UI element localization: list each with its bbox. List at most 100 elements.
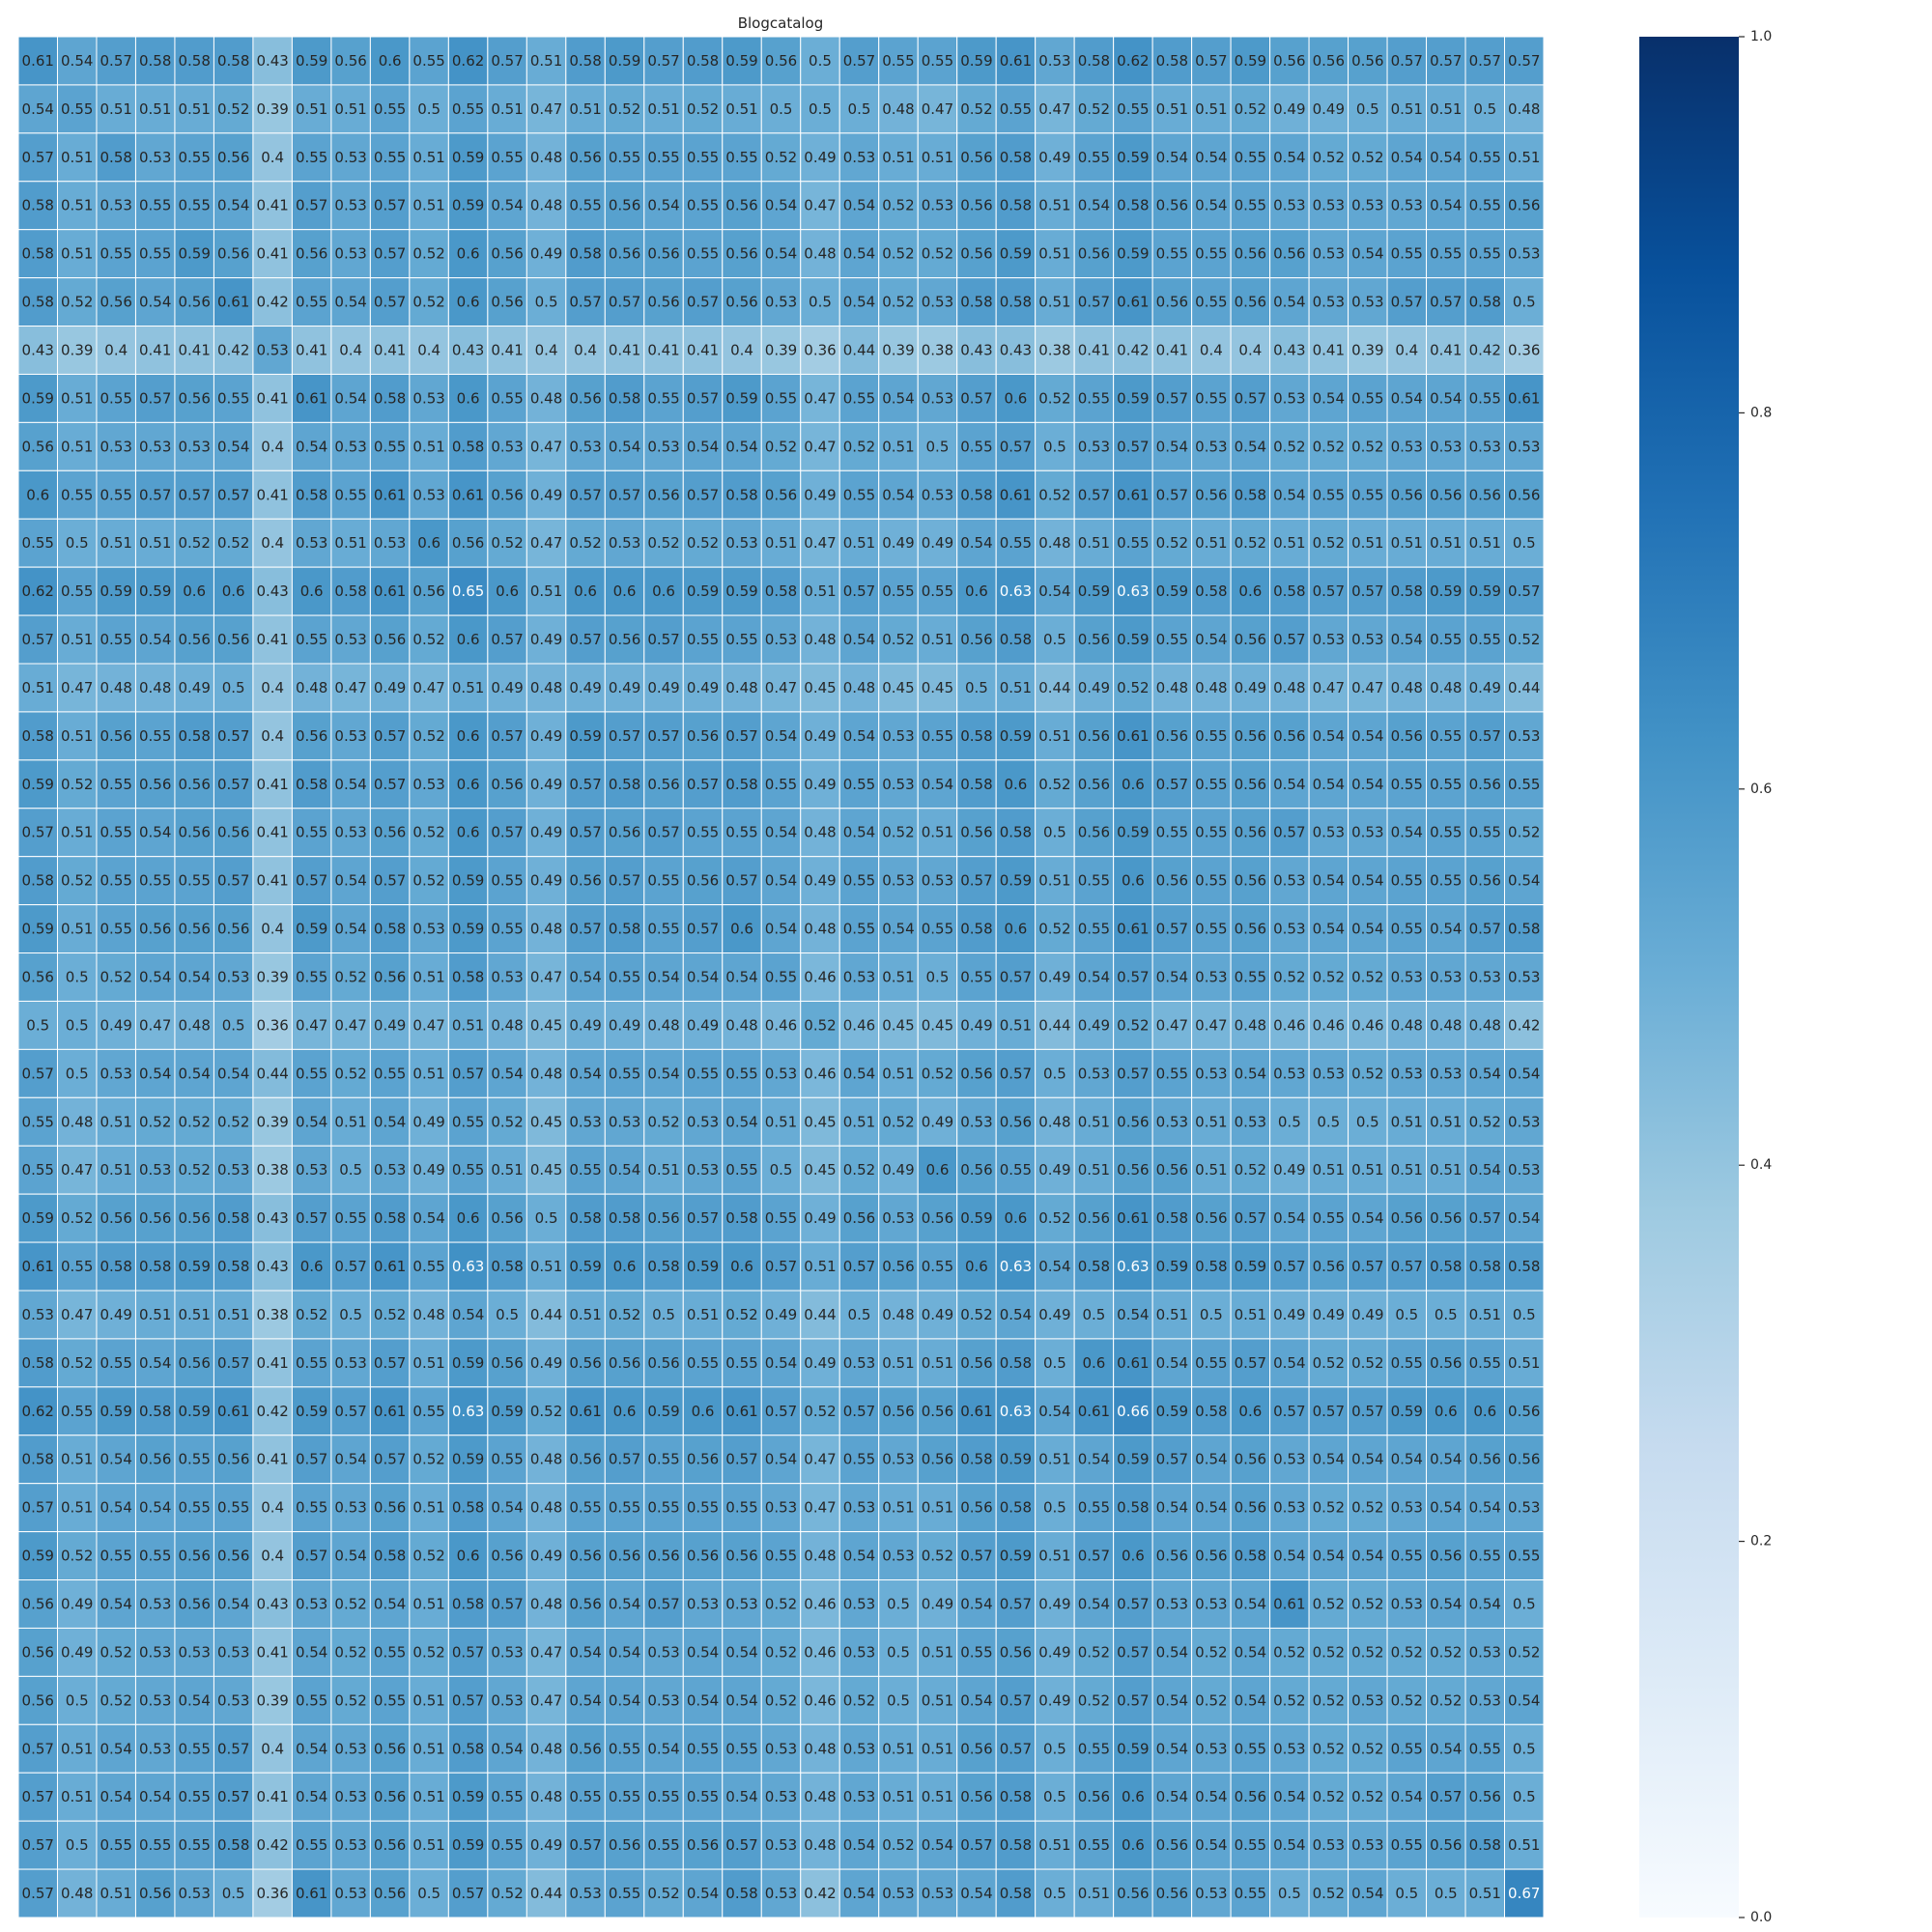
- cell-value-label: 0.53: [725, 1596, 757, 1613]
- cell-value-label: 0.6: [1473, 1403, 1496, 1420]
- cell-value-label: 0.61: [1117, 486, 1149, 503]
- cell-value-label: 0.54: [296, 1643, 327, 1661]
- cell-value-label: 0.59: [725, 582, 757, 600]
- cell-value-label: 0.56: [1430, 1548, 1462, 1565]
- cell-value-label: 0.51: [1195, 1161, 1227, 1179]
- cell-value-label: 0.54: [1430, 389, 1462, 407]
- cell-value-label: 0.6: [730, 1258, 753, 1275]
- heatmap-cell: [682, 326, 724, 375]
- cell-value-label: 0.47: [1038, 100, 1070, 118]
- heatmap-cell: [526, 566, 567, 616]
- cell-value-label: 0.55: [296, 1691, 327, 1709]
- cell-value-label: 0.6: [457, 294, 480, 311]
- cell-value-label: 0.59: [1469, 582, 1501, 600]
- cell-value-label: 0.57: [1351, 582, 1383, 600]
- cell-value-label: 0.49: [1273, 100, 1305, 118]
- cell-value-label: 0.57: [374, 245, 406, 263]
- cell-value-label: 0.55: [922, 1258, 953, 1275]
- cell-value-label: 0.59: [1000, 727, 1032, 745]
- cell-value-label: 0.5: [1082, 1306, 1105, 1323]
- cell-value-label: 0.5: [1043, 1740, 1066, 1757]
- cell-value-label: 0.57: [647, 631, 679, 648]
- cell-value-label: 0.56: [569, 872, 601, 890]
- cell-value-label: 0.58: [1195, 1403, 1227, 1420]
- heatmap-cell: [878, 373, 919, 423]
- cell-value-label: 0.53: [922, 389, 953, 407]
- cell-value-label: 0.57: [569, 921, 601, 938]
- cell-value-label: 0.53: [139, 1740, 171, 1757]
- cell-value-label: 0.57: [296, 197, 327, 214]
- cell-value-label: 0.56: [178, 1548, 210, 1565]
- cell-value-label: 0.53: [139, 1643, 171, 1661]
- cell-value-label: 0.46: [804, 1596, 836, 1613]
- cell-value-label: 0.6: [300, 1258, 324, 1275]
- cell-value-label: 0.43: [1000, 342, 1032, 359]
- cell-value-label: 0.59: [1000, 245, 1032, 263]
- cell-value-label: 0.53: [882, 776, 914, 793]
- heatmap-cell: [1386, 84, 1428, 134]
- cell-value-label: 0.57: [843, 52, 875, 70]
- heatmap-cell: [174, 469, 214, 520]
- heatmap-cell: [1035, 84, 1075, 134]
- heatmap-cell: [722, 132, 762, 183]
- cell-value-label: 0.56: [1273, 727, 1305, 745]
- cell-value-label: 0.52: [609, 1306, 640, 1323]
- cell-value-label: 0.53: [1508, 438, 1540, 455]
- cell-value-label: 0.51: [1273, 534, 1305, 552]
- cell-value-label: 0.48: [804, 245, 836, 263]
- cell-value-label: 0.57: [843, 582, 875, 600]
- cell-value-label: 0.56: [491, 486, 523, 503]
- cell-value-label: 0.56: [647, 776, 679, 793]
- cell-value-label: 0.53: [1391, 1499, 1423, 1517]
- cell-value-label: 0.59: [725, 389, 757, 407]
- heatmap-cell: [447, 229, 489, 279]
- cell-value-label: 0.61: [374, 1403, 406, 1420]
- cell-value-label: 0.55: [1078, 1499, 1110, 1517]
- cell-value-label: 0.55: [1351, 486, 1383, 503]
- heatmap-cell: [1269, 181, 1310, 231]
- cell-value-label: 0.53: [922, 1885, 953, 1902]
- heatmap-cell: [956, 181, 997, 231]
- cell-value-label: 0.53: [882, 1885, 914, 1902]
- cell-value-label: 0.53: [178, 1885, 210, 1902]
- cell-value-label: 0.55: [647, 1499, 679, 1517]
- cell-value-label: 0.56: [569, 1740, 601, 1757]
- cell-value-label: 0.52: [217, 1113, 249, 1130]
- cell-value-label: 0.47: [61, 1161, 93, 1179]
- cell-value-label: 0.56: [922, 1209, 953, 1227]
- cell-value-label: 0.49: [100, 1016, 132, 1034]
- cell-value-label: 0.53: [922, 486, 953, 503]
- cell-value-label: 0.55: [1469, 1740, 1501, 1757]
- cell-value-label: 0.45: [530, 1113, 562, 1130]
- cell-value-label: 0.5: [926, 969, 950, 986]
- cell-value-label: 0.58: [452, 1740, 484, 1757]
- cell-value-label: 0.57: [1000, 1740, 1032, 1757]
- cell-value-label: 0.57: [1117, 969, 1149, 986]
- heatmap-cell: [1426, 229, 1466, 279]
- cell-value-label: 0.57: [22, 1740, 54, 1757]
- cell-value-label: 0.53: [334, 1836, 366, 1854]
- cell-value-label: 0.53: [569, 438, 601, 455]
- heatmap-cell: [800, 181, 840, 231]
- cell-value-label: 0.57: [1391, 52, 1423, 70]
- cell-value-label: 0.58: [609, 1209, 640, 1227]
- cell-value-label: 0.52: [217, 534, 249, 552]
- cell-value-label: 0.52: [1313, 1596, 1345, 1613]
- cell-value-label: 0.49: [530, 631, 562, 648]
- cell-value-label: 0.56: [1235, 921, 1266, 938]
- heatmap-cell: [291, 84, 332, 134]
- cell-value-label: 0.53: [334, 1885, 366, 1902]
- heatmap-cell: [1269, 229, 1310, 279]
- cell-value-label: 0.55: [922, 52, 953, 70]
- cell-value-label: 0.58: [725, 1209, 757, 1227]
- heatmap-cell: [1386, 518, 1428, 568]
- cell-value-label: 0.53: [1391, 197, 1423, 214]
- cell-value-label: 0.53: [491, 438, 523, 455]
- cell-value-label: 0.57: [569, 776, 601, 793]
- cell-value-label: 0.58: [1195, 582, 1227, 600]
- heatmap-cell: [409, 566, 449, 616]
- cell-value-label: 0.51: [765, 534, 797, 552]
- cell-value-label: 0.52: [178, 1113, 210, 1130]
- cell-value-label: 0.55: [647, 149, 679, 166]
- cell-value-label: 0.55: [725, 824, 757, 841]
